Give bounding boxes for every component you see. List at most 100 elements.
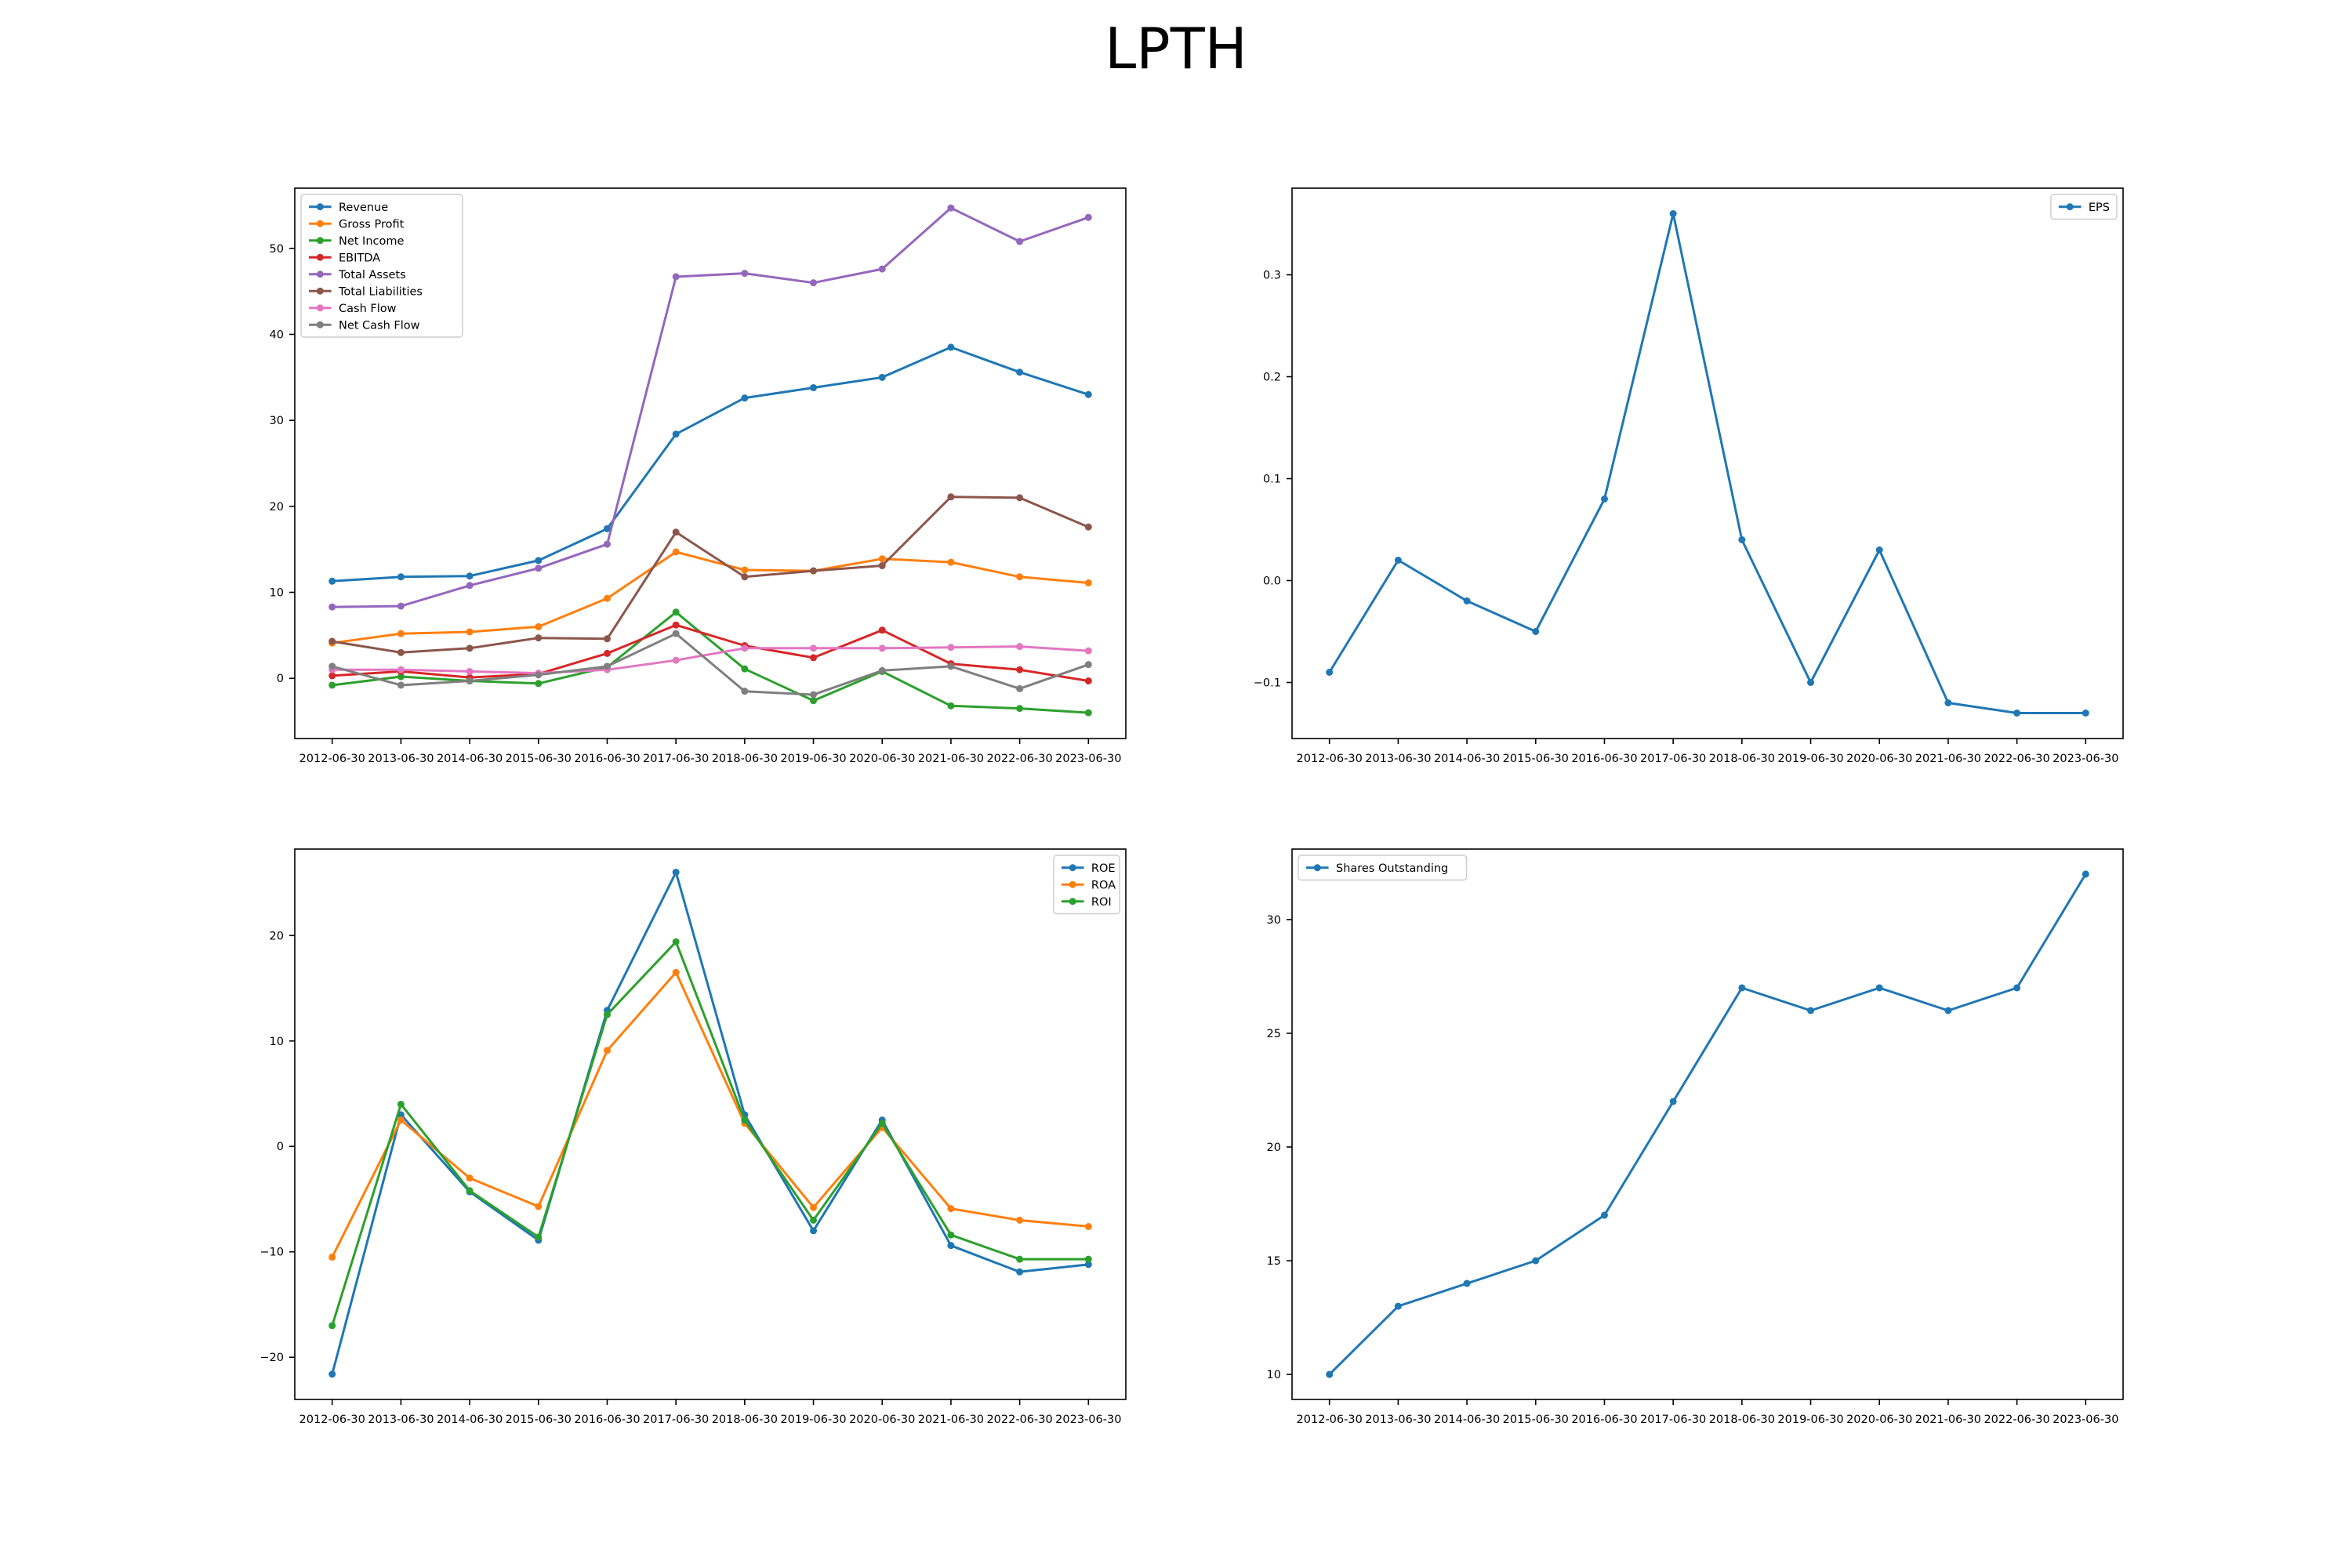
- net-income-point: [1016, 705, 1024, 713]
- x-tick-label: 2018-06-30: [1709, 753, 1775, 765]
- cash-flow-point: [810, 644, 818, 652]
- x-tick-label: 2022-06-30: [986, 753, 1052, 765]
- x-tick-label: 2013-06-30: [1365, 1414, 1431, 1426]
- roe-point: [947, 1242, 955, 1250]
- shares-outstanding-point: [2082, 870, 2089, 878]
- ebitda-line: [332, 623, 1089, 682]
- ebitda-point: [603, 649, 611, 657]
- legend-marker-net-cash-flow: [316, 321, 324, 328]
- y-tick-label: 0.2: [1263, 372, 1281, 384]
- roi-point: [535, 1233, 543, 1241]
- legend-label-total-assets: Total Assets: [338, 269, 406, 281]
- legend-marker-ebitda: [316, 253, 324, 261]
- legend-label-gross-profit: Gross Profit: [339, 218, 405, 230]
- revenue-point: [741, 394, 749, 402]
- legend-marker-total-assets: [316, 270, 324, 278]
- roi-point: [810, 1216, 818, 1224]
- gross-profit-line: [332, 550, 1089, 644]
- net-income-point: [535, 680, 543, 688]
- roe-point: [810, 1227, 818, 1235]
- cash-flow-point: [397, 666, 405, 673]
- x-tick-label: 2020-06-30: [849, 753, 915, 765]
- net-cash-flow-point: [878, 666, 886, 674]
- net-cash-flow-point: [1084, 661, 1092, 669]
- roi-point: [741, 1116, 749, 1124]
- revenue-line: [332, 346, 1089, 583]
- gross-profit-point: [672, 548, 680, 556]
- legend-label-total-liabilities: Total Liabilities: [338, 285, 423, 298]
- x-tick-label: 2019-06-30: [1777, 1414, 1843, 1426]
- legend-label-revenue: Revenue: [339, 201, 388, 214]
- eps-point: [1600, 495, 1608, 503]
- roa-point: [603, 1047, 611, 1054]
- legend-marker-cash-flow: [316, 304, 324, 312]
- y-tick-label: 20: [270, 501, 284, 514]
- eps-point: [1394, 557, 1402, 564]
- revenue-point: [328, 577, 336, 585]
- legend-label-net-income: Net Income: [339, 235, 404, 248]
- revenue-point: [672, 430, 680, 438]
- total-assets-point: [1084, 213, 1092, 221]
- total-assets-point: [535, 564, 543, 572]
- total-liabilities-point: [397, 648, 405, 656]
- y-tick-label: 15: [1267, 1255, 1281, 1268]
- x-tick-label: 2017-06-30: [643, 753, 709, 765]
- legend-marker-gross-profit: [316, 220, 324, 227]
- roe-point: [1084, 1261, 1092, 1269]
- ebitda-point: [328, 672, 336, 680]
- net-income-line: [332, 611, 1089, 714]
- total-liabilities-point: [1084, 523, 1092, 531]
- x-tick-label: 2021-06-30: [1915, 1414, 1981, 1426]
- x-tick-label: 2020-06-30: [1846, 753, 1912, 765]
- roi-point: [397, 1100, 405, 1108]
- x-tick-label: 2017-06-30: [1640, 1414, 1706, 1426]
- total-assets-point: [397, 602, 405, 610]
- total-assets-point: [328, 603, 336, 611]
- net-cash-flow-point: [947, 662, 955, 670]
- shares-outstanding-point: [1394, 1302, 1402, 1310]
- x-tick-label: 2018-06-30: [712, 753, 778, 765]
- legend-marker-total-liabilities: [316, 287, 324, 295]
- x-tick-label: 2015-06-30: [506, 753, 572, 765]
- x-tick-label: 2016-06-30: [574, 1414, 640, 1426]
- x-tick-label: 2021-06-30: [1915, 753, 1981, 765]
- legend-marker-shares-outstanding: [1313, 864, 1321, 872]
- roa-point: [328, 1253, 336, 1261]
- net-income-point: [1084, 709, 1092, 717]
- revenue-point: [397, 573, 405, 581]
- legend: EPS: [2050, 194, 2118, 220]
- roi-point: [1084, 1255, 1092, 1263]
- y-tick-label: 0: [277, 673, 284, 685]
- total-liabilities-line: [332, 495, 1089, 654]
- legend: ROE ROA ROI: [1053, 855, 1120, 915]
- cash-flow-line: [332, 645, 1089, 675]
- total-liabilities-point: [810, 567, 818, 575]
- shares-outstanding-point: [1944, 1007, 1952, 1014]
- x-tick-label: 2013-06-30: [368, 753, 434, 765]
- revenue-point: [1084, 390, 1092, 398]
- ebitda-point: [1016, 666, 1024, 673]
- x-tick-label: 2012-06-30: [299, 753, 365, 765]
- total-assets-point: [672, 273, 680, 281]
- x-tick-label: 2020-06-30: [849, 1414, 915, 1426]
- total-liabilities-point: [603, 635, 611, 643]
- x-tick-label: 2012-06-30: [1297, 1414, 1363, 1426]
- roi-point: [878, 1120, 886, 1127]
- x-tick-label: 2012-06-30: [299, 1414, 365, 1426]
- cash-flow-point: [1016, 643, 1024, 651]
- x-tick-label: 2018-06-30: [1709, 1414, 1775, 1426]
- revenue-point: [603, 524, 611, 532]
- x-tick-label: 2019-06-30: [780, 753, 846, 765]
- x-tick-label: 2022-06-30: [1984, 1414, 2049, 1426]
- y-tick-label: 10: [270, 587, 284, 600]
- ebitda-point: [878, 626, 886, 634]
- x-tick-label: 2014-06-30: [437, 1414, 503, 1426]
- y-tick-label: 20: [1267, 1142, 1281, 1154]
- legend: Shares Outstanding: [1298, 855, 1468, 881]
- total-liabilities-point: [328, 637, 336, 645]
- total-liabilities-point: [535, 634, 543, 642]
- y-tick-label: −20: [260, 1352, 284, 1364]
- eps-point: [1875, 546, 1883, 554]
- x-tick-label: 2021-06-30: [918, 1414, 984, 1426]
